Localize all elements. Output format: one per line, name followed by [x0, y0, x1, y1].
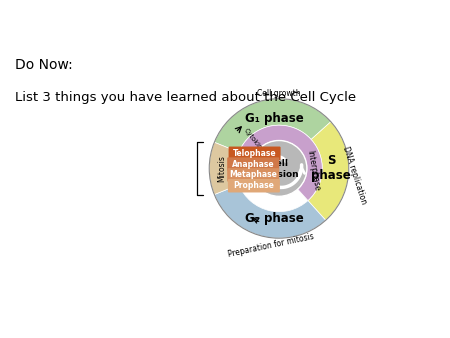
Wedge shape: [236, 173, 252, 183]
Text: S
phase: S phase: [311, 154, 351, 183]
Text: DNA replication: DNA replication: [342, 145, 369, 206]
FancyBboxPatch shape: [229, 147, 281, 160]
Text: Interphase: Interphase: [306, 149, 322, 192]
Wedge shape: [236, 152, 253, 164]
Wedge shape: [239, 125, 322, 200]
Text: Understand How Cells Divide by Mitosis: Understand How Cells Divide by Mitosis: [33, 10, 258, 20]
Text: division: division: [259, 170, 299, 179]
Text: New Words: New Words: [5, 35, 76, 46]
Wedge shape: [209, 142, 239, 195]
Text: Anaphase: Anaphase: [232, 160, 274, 169]
FancyBboxPatch shape: [227, 158, 279, 171]
Text: Prophase: Prophase: [234, 181, 274, 190]
Wedge shape: [308, 122, 349, 220]
Wedge shape: [236, 161, 252, 169]
Text: Preparation for mitosis: Preparation for mitosis: [227, 232, 315, 259]
Circle shape: [251, 141, 307, 196]
Text: Goal:: Goal:: [5, 10, 38, 20]
Text: Telophase: Telophase: [233, 149, 276, 158]
Wedge shape: [214, 185, 326, 238]
Text: Cell: Cell: [270, 159, 288, 168]
Text: G₁ phase: G₁ phase: [245, 112, 303, 125]
Text: Cytokinesis: Cytokinesis: [243, 128, 270, 162]
Text: Mitosis: Mitosis: [217, 155, 226, 182]
Text: Cell growth: Cell growth: [257, 89, 301, 98]
Text: List 3 things you have learned about the Cell Cycle: List 3 things you have learned about the…: [15, 91, 356, 104]
Wedge shape: [238, 177, 255, 191]
Text: Do Now:: Do Now:: [15, 58, 73, 72]
Text: G₂ phase: G₂ phase: [245, 212, 303, 225]
Wedge shape: [214, 99, 331, 152]
FancyBboxPatch shape: [228, 179, 280, 192]
Text: Metaphase: Metaphase: [229, 170, 277, 179]
FancyBboxPatch shape: [227, 168, 279, 182]
Text: : chromosome, chromatin, centromere, chromatid, centrosome: : chromosome, chromatin, centromere, chr…: [51, 35, 402, 46]
Wedge shape: [236, 169, 252, 176]
